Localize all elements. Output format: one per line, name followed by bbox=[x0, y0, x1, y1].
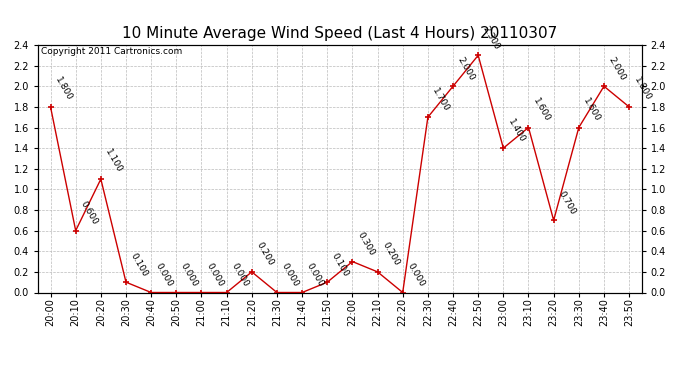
Text: 0.600: 0.600 bbox=[79, 200, 99, 226]
Text: 1.600: 1.600 bbox=[531, 96, 552, 123]
Text: 2.300: 2.300 bbox=[481, 24, 502, 51]
Text: 0.000: 0.000 bbox=[229, 261, 250, 288]
Title: 10 Minute Average Wind Speed (Last 4 Hours) 20110307: 10 Minute Average Wind Speed (Last 4 Hou… bbox=[122, 26, 558, 41]
Text: 1.100: 1.100 bbox=[104, 148, 124, 175]
Text: Copyright 2011 Cartronics.com: Copyright 2011 Cartronics.com bbox=[41, 48, 182, 57]
Text: 1.600: 1.600 bbox=[582, 96, 602, 123]
Text: 0.200: 0.200 bbox=[380, 241, 401, 268]
Text: 0.200: 0.200 bbox=[255, 241, 275, 268]
Text: 2.000: 2.000 bbox=[607, 55, 627, 82]
Text: 0.000: 0.000 bbox=[305, 261, 326, 288]
Text: 0.300: 0.300 bbox=[355, 231, 376, 257]
Text: 2.000: 2.000 bbox=[456, 55, 477, 82]
Text: 0.000: 0.000 bbox=[204, 261, 225, 288]
Text: 0.100: 0.100 bbox=[330, 251, 351, 278]
Text: 1.800: 1.800 bbox=[53, 76, 74, 103]
Text: 1.700: 1.700 bbox=[431, 86, 451, 113]
Text: 1.800: 1.800 bbox=[632, 76, 653, 103]
Text: 0.100: 0.100 bbox=[129, 251, 150, 278]
Text: 0.000: 0.000 bbox=[406, 261, 426, 288]
Text: 0.000: 0.000 bbox=[179, 261, 200, 288]
Text: 0.000: 0.000 bbox=[154, 261, 175, 288]
Text: 1.400: 1.400 bbox=[506, 117, 526, 144]
Text: 0.000: 0.000 bbox=[279, 261, 300, 288]
Text: 0.700: 0.700 bbox=[556, 189, 577, 216]
